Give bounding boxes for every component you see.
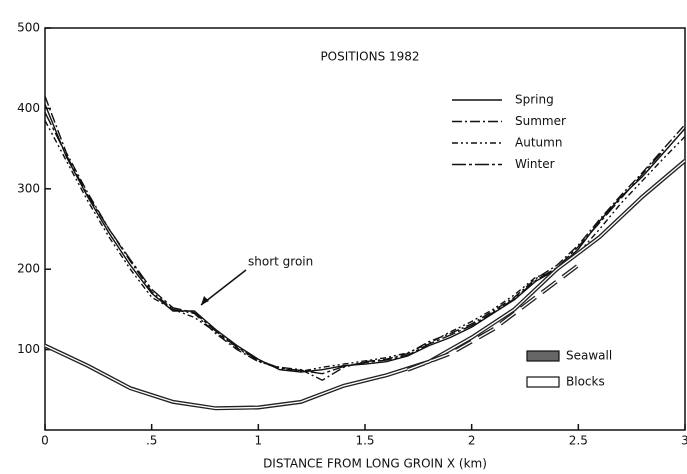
- legend-label: Autumn: [515, 136, 562, 150]
- y-tick-label: 200: [17, 262, 40, 276]
- legend-label: Spring: [515, 93, 554, 107]
- legend-swatch: [526, 376, 560, 388]
- arrow-head: [201, 296, 209, 305]
- series-line: [44, 96, 686, 381]
- series-line-inner: [407, 264, 579, 371]
- y-tick-label: 500: [17, 21, 40, 35]
- x-tick-label: 2: [468, 434, 476, 448]
- x-tick-label: 1: [255, 434, 263, 448]
- legend-label: Blocks: [566, 375, 605, 389]
- x-axis-label: DISTANCE FROM LONG GROIN X (km): [263, 457, 487, 471]
- legend-label: Seawall: [566, 349, 612, 363]
- x-tick-label: 1.5: [355, 434, 374, 448]
- x-tick-label: 0: [41, 434, 49, 448]
- annotation-arrow: [200, 269, 247, 306]
- plot-frame: [44, 27, 686, 431]
- x-tick-label: 2.5: [569, 434, 588, 448]
- x-tick-label: 3: [681, 434, 687, 448]
- y-tick-label: 100: [17, 342, 40, 356]
- annotation: short groin: [248, 255, 313, 269]
- series-line: [44, 159, 687, 411]
- chart-title: POSITIONS 1982: [320, 50, 419, 64]
- series-line: [44, 104, 686, 373]
- legend-swatch: [526, 350, 560, 362]
- y-tick-label: 400: [17, 101, 40, 115]
- series-line: [44, 112, 665, 375]
- series-line: [44, 120, 686, 373]
- y-tick-label: 300: [17, 181, 40, 195]
- legend-label: Summer: [515, 114, 566, 128]
- series-line-inner: [44, 160, 686, 409]
- legend-label: Winter: [515, 157, 555, 171]
- x-tick-label: .5: [146, 434, 157, 448]
